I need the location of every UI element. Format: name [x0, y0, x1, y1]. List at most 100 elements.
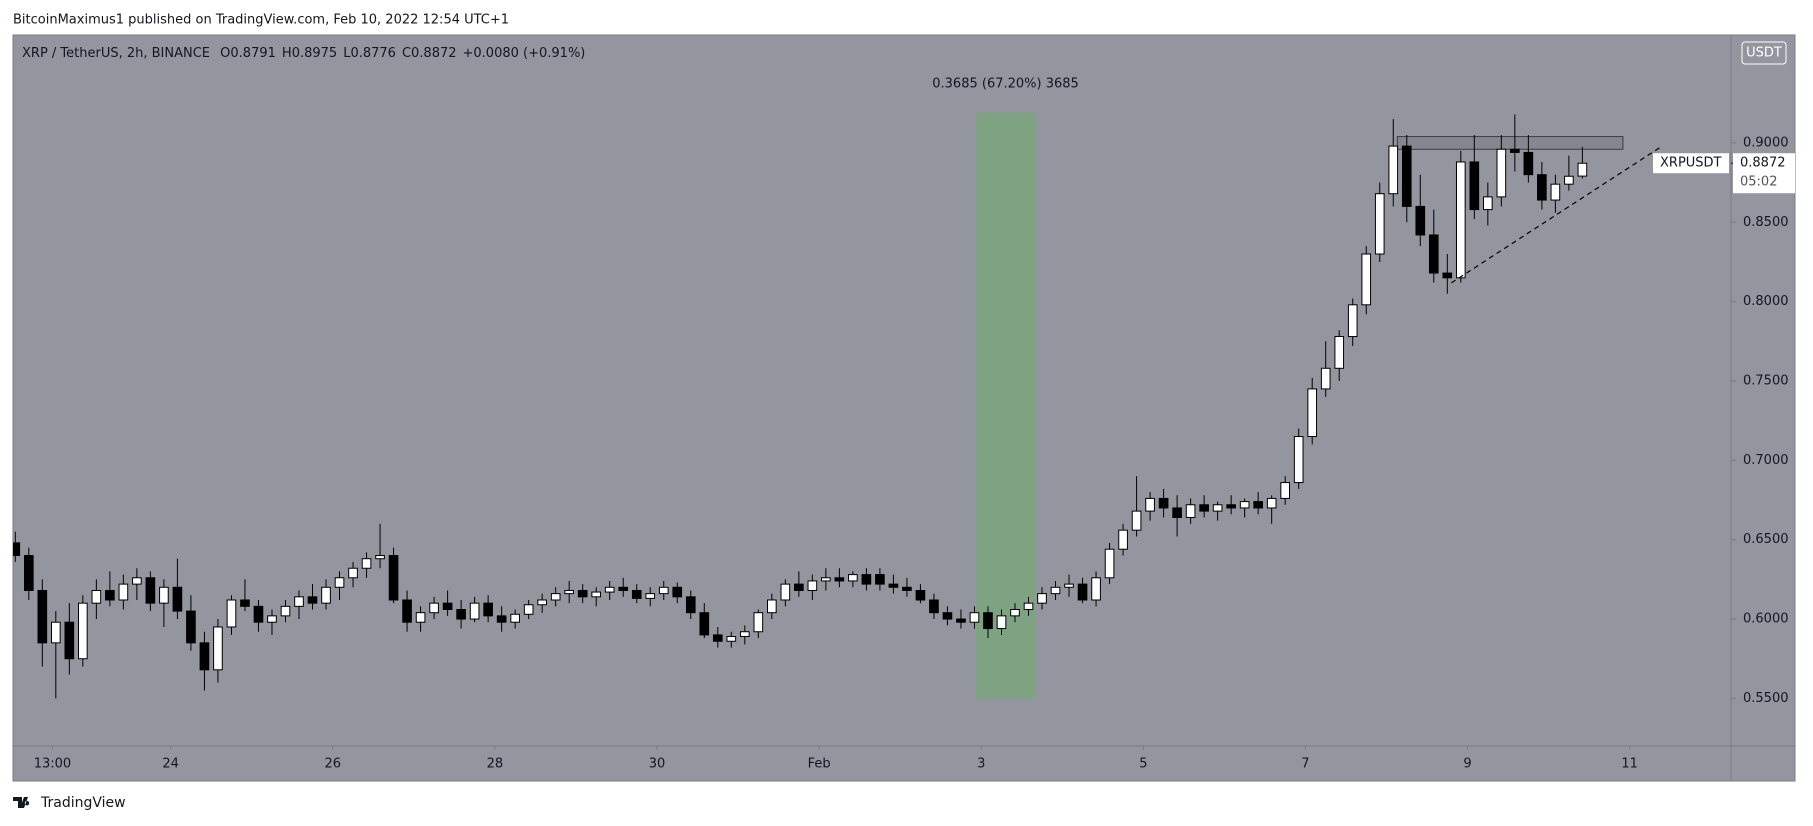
candle-body [240, 599, 250, 607]
candle-body [483, 602, 493, 617]
candle-body [51, 621, 61, 644]
legend-key: H [282, 46, 292, 61]
candle-body [1442, 272, 1453, 279]
candle-body [726, 635, 737, 642]
candle-body [861, 574, 872, 585]
candle-body [848, 574, 858, 582]
candle-body [1064, 583, 1074, 588]
candle-body [875, 574, 885, 585]
candle-body [334, 577, 345, 588]
candle-body [1226, 504, 1236, 509]
candle-body [969, 612, 980, 623]
candle-body [1253, 501, 1263, 509]
candle-body [496, 615, 507, 623]
candle-body [1145, 497, 1155, 512]
candle-body [1455, 161, 1466, 279]
candle-body [186, 610, 196, 644]
currency[interactable]: USDT [1746, 46, 1782, 61]
range-label: 0.3685 (67.20%) 3685 [932, 76, 1079, 91]
candle-body [1050, 586, 1061, 595]
candle-body [361, 558, 372, 569]
candle-body [780, 583, 791, 601]
candle-body [37, 589, 48, 644]
candle-body [631, 589, 642, 599]
candle-body [577, 589, 588, 598]
x-tick-label: 9 [1463, 757, 1471, 772]
trendline [1451, 145, 1663, 284]
legend-change: +0.0080 (+0.91%) [463, 46, 586, 61]
legend-key: C [402, 46, 411, 61]
symbol-label: XRPUSDT [1660, 156, 1722, 171]
candle-body [1334, 336, 1345, 369]
candle-body [321, 586, 331, 604]
x-tick-label: 26 [324, 757, 341, 772]
candle-body [537, 599, 547, 606]
candle-body [834, 577, 845, 582]
candle-body [929, 599, 939, 614]
candle-body [591, 591, 602, 598]
candle-body [348, 567, 358, 579]
candle-body [429, 602, 439, 614]
candle-body [1104, 548, 1115, 579]
candle-body [699, 612, 710, 636]
candle-body [1307, 388, 1318, 438]
candle-body [78, 602, 88, 660]
candle-body [1280, 482, 1291, 499]
candle-body [510, 613, 520, 623]
candle-body [145, 577, 156, 604]
candle-body [1091, 577, 1101, 601]
candle-body [1415, 205, 1426, 236]
legend-key: L [343, 46, 351, 61]
x-tick-label: 28 [487, 757, 504, 772]
candle-body [1510, 148, 1520, 153]
candle-body [469, 602, 480, 620]
candle-body [226, 599, 237, 628]
candle-body [1496, 148, 1507, 198]
candle-body [915, 589, 926, 601]
legend-title: XRP / TetherUS, 2h, BINANCE [22, 46, 210, 61]
candle-body [1212, 504, 1223, 512]
candle-body [23, 555, 34, 591]
x-tick-label: Feb [808, 757, 831, 772]
candle-body [1158, 497, 1169, 509]
candle-body [1023, 602, 1034, 611]
x-tick-label: 7 [1301, 757, 1309, 772]
footer-logo: TradingView [13, 795, 126, 811]
candle-body [213, 626, 223, 671]
candle-body [618, 586, 629, 591]
countdown-label: 05:02 [1740, 175, 1777, 190]
plot [13, 112, 1663, 699]
candle-body [1428, 234, 1439, 274]
y-tick-label: 0.6500 [1743, 532, 1789, 547]
candle-body [767, 599, 777, 614]
legend-key: O [220, 46, 230, 61]
candle-body [1577, 162, 1588, 177]
candle-body [983, 612, 993, 630]
candle-body [645, 593, 656, 599]
candle-body [1388, 145, 1399, 195]
candle-body [550, 593, 561, 601]
candle-body [13, 542, 21, 557]
candle-body [807, 580, 818, 591]
symbol-tag [1653, 153, 1729, 174]
x-tick-label: 5 [1139, 757, 1147, 772]
candle-body [1469, 161, 1480, 211]
price-tag [1733, 153, 1795, 194]
candle-body [1564, 175, 1574, 185]
candle-body [942, 612, 953, 620]
currency-box[interactable] [1741, 41, 1787, 65]
candle-body [739, 631, 750, 637]
candle-body [253, 605, 264, 623]
candle-body [1483, 196, 1493, 211]
candle-body [415, 612, 426, 623]
x-tick-label: 13:00 [34, 757, 71, 772]
y-tick-label: 0.8500 [1743, 215, 1789, 230]
candle-body [564, 589, 575, 595]
byline: BitcoinMaximus1 published on TradingView… [13, 13, 509, 28]
candle-body [1523, 151, 1534, 176]
candle-body [794, 583, 804, 591]
candle-body [375, 555, 385, 560]
legend-value: 0.8975 [292, 46, 338, 61]
candle-body [658, 586, 669, 595]
